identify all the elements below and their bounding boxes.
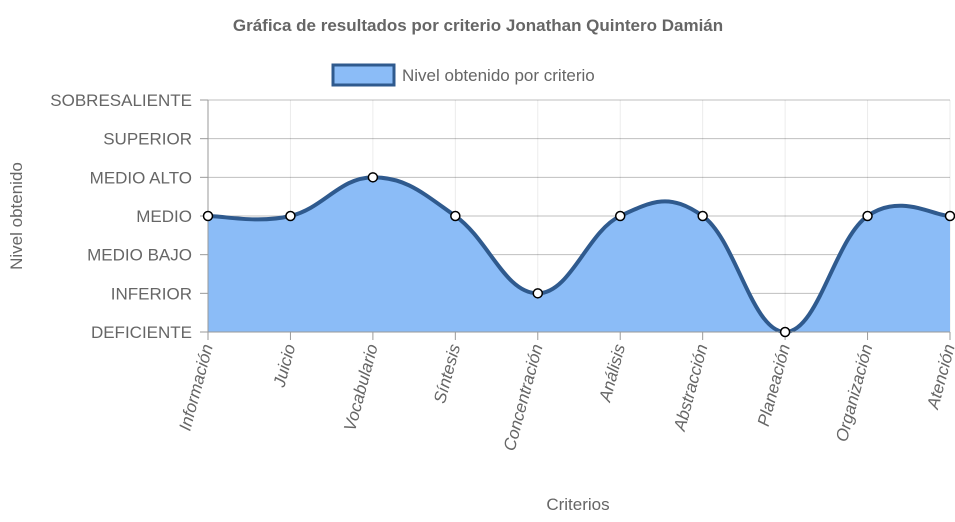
- data-point[interactable]: [779, 326, 791, 338]
- data-point[interactable]: [367, 172, 379, 183]
- y-tick-label: MEDIO: [136, 207, 192, 226]
- area-layer: [207, 175, 951, 334]
- y-tick-label: SOBRESALIENTE: [50, 91, 192, 110]
- data-point[interactable]: [697, 210, 708, 222]
- x-tick-label: Planeación: [754, 342, 794, 428]
- y-tick-label: MEDIO BAJO: [87, 246, 192, 265]
- x-tick-label: Atención: [923, 342, 955, 412]
- y-tick-label: SUPERIOR: [103, 130, 192, 149]
- x-tick-label: Organización: [832, 342, 876, 444]
- chart-title: Gráfica de resultados por criterio Jonat…: [233, 16, 723, 35]
- data-point[interactable]: [862, 210, 873, 222]
- data-point[interactable]: [202, 210, 214, 222]
- series-area: [208, 177, 950, 332]
- y-tick-label: DEFICIENTE: [91, 323, 192, 342]
- data-point[interactable]: [944, 210, 955, 222]
- y-axis-label: Nivel obtenido: [7, 162, 26, 270]
- x-tick-label: Abstracción: [670, 342, 712, 434]
- x-tick-label: Juicio: [269, 342, 299, 390]
- x-tick-label: Síntesis: [430, 342, 464, 406]
- series-line: [207, 175, 951, 334]
- y-axis: DEFICIENTE INFERIOR MEDIO BAJO MEDIO MEDIO A…: [50, 91, 209, 342]
- data-point[interactable]: [450, 210, 461, 222]
- y-tick-label: INFERIOR: [111, 284, 192, 303]
- data-points: [202, 172, 955, 338]
- legend-label: Nivel obtenido por criterio: [402, 66, 595, 85]
- x-axis: Información Juicio Vocabulario Síntesis Conc…: [176, 331, 955, 453]
- x-tick-label: Análisis: [595, 342, 629, 405]
- x-axis-label: Criterios: [546, 495, 609, 514]
- data-point[interactable]: [614, 210, 626, 222]
- x-tick-label: Información: [176, 342, 217, 433]
- y-tick-label: MEDIO ALTO: [90, 168, 192, 187]
- data-point[interactable]: [532, 288, 544, 299]
- x-tick-label: Vocabulario: [340, 342, 381, 433]
- data-point[interactable]: [285, 210, 296, 222]
- legend[interactable]: Nivel obtenido por criterio: [331, 63, 595, 87]
- legend-swatch: [331, 63, 396, 87]
- x-tick-label: Concentración: [500, 342, 547, 453]
